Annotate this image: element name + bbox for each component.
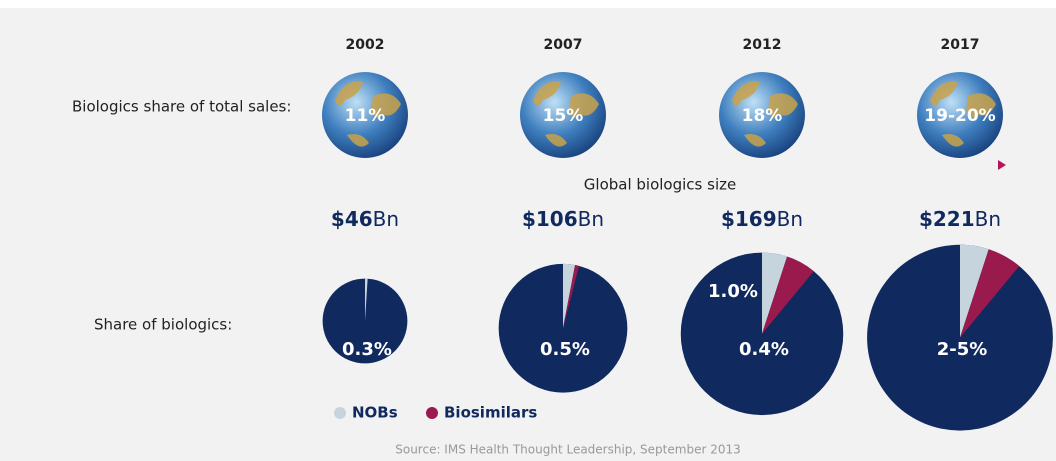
size-unit: Bn bbox=[777, 207, 803, 231]
pie-label: 1.0% bbox=[708, 281, 758, 302]
size-label: $169Bn bbox=[721, 207, 803, 231]
size-value: $221 bbox=[919, 207, 975, 231]
globe-label: 11% bbox=[345, 106, 386, 126]
pie-label: 2-5% bbox=[937, 339, 988, 360]
year: 2017 bbox=[941, 37, 980, 53]
axis-title: Global biologics size bbox=[584, 176, 736, 194]
legend-swatch bbox=[334, 407, 346, 419]
globe-label: 18% bbox=[742, 106, 783, 126]
pie-label: 0.4% bbox=[739, 339, 789, 360]
row-label: Biologics share of total sales: bbox=[72, 98, 291, 116]
nobs-slice bbox=[365, 278, 368, 321]
pie-label: 0.3% bbox=[342, 339, 392, 360]
pie-label: 0.5% bbox=[540, 339, 590, 360]
size-label: $46Bn bbox=[331, 207, 399, 231]
background bbox=[0, 8, 1056, 461]
size-value: $46 bbox=[331, 207, 373, 231]
legend-label: NOBs bbox=[352, 404, 398, 422]
nobs-slice bbox=[960, 244, 989, 338]
year: 2002 bbox=[346, 37, 385, 53]
biosimilars-slice bbox=[762, 256, 814, 334]
year: 2012 bbox=[743, 37, 782, 53]
arrow-head bbox=[998, 160, 1006, 170]
globe-land bbox=[335, 81, 401, 147]
row-label: Share of biologics: bbox=[94, 316, 232, 334]
globe-land bbox=[930, 81, 996, 147]
size-unit: Bn bbox=[975, 207, 1001, 231]
pie bbox=[867, 244, 1053, 431]
size-label: $106Bn bbox=[522, 207, 604, 231]
size-value: $169 bbox=[721, 207, 777, 231]
globe-label: 19-20% bbox=[924, 106, 995, 126]
year: 2007 bbox=[544, 37, 583, 53]
nobs-slice bbox=[762, 252, 788, 334]
biosimilars-slice bbox=[563, 265, 580, 329]
globe-land bbox=[533, 81, 599, 147]
size-value: $106 bbox=[522, 207, 578, 231]
legend-label: Biosimilars bbox=[444, 404, 537, 422]
size-unit: Bn bbox=[578, 207, 604, 231]
legend-swatch bbox=[426, 407, 438, 419]
size-label: $221Bn bbox=[919, 207, 1001, 231]
size-unit: Bn bbox=[373, 207, 399, 231]
nobs-slice bbox=[563, 263, 576, 329]
globe-land bbox=[732, 81, 798, 147]
source: Source: IMS Health Thought Leadership, S… bbox=[395, 443, 741, 457]
biosimilars-slice bbox=[960, 249, 1020, 338]
globe-label: 15% bbox=[543, 106, 584, 126]
